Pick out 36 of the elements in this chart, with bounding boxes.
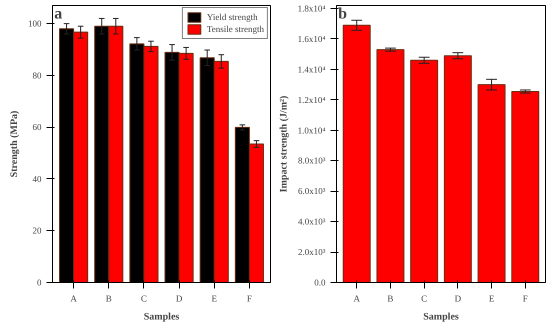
y-tick-label: 100 bbox=[28, 18, 42, 29]
y-tick-label: 60 bbox=[32, 122, 42, 132]
x-tick-label: A bbox=[353, 294, 360, 304]
y-tick-label: 20 bbox=[32, 226, 42, 236]
y-tick-label: 8.0x10³ bbox=[298, 156, 326, 166]
y-tick-label: 0.0 bbox=[314, 278, 326, 288]
x-tick-label: F bbox=[522, 294, 528, 304]
x-tick-label: C bbox=[421, 294, 428, 304]
x-tick-label: A bbox=[70, 294, 78, 304]
y-tick-label: 40 bbox=[32, 174, 42, 184]
y-axis-title: Strength (MPa) bbox=[9, 110, 20, 178]
x-tick-label: E bbox=[211, 294, 218, 304]
x-tick-label: B bbox=[106, 294, 112, 304]
y-tick-label: 1.8x10⁴ bbox=[298, 4, 326, 14]
y-tick-label: 6.0x10³ bbox=[298, 186, 326, 196]
x-tick-label: D bbox=[454, 294, 462, 304]
x-axis-title: Samples bbox=[144, 312, 180, 322]
x-tick-label: C bbox=[140, 294, 147, 304]
y-tick-label: 2.0x10³ bbox=[298, 247, 326, 258]
y-tick-label: 4.0x10³ bbox=[298, 216, 326, 227]
chart-title: b bbox=[338, 6, 348, 22]
x-tick-label: E bbox=[488, 294, 495, 304]
y-tick-label: 1.2x10⁴ bbox=[298, 94, 326, 105]
chart-title: a bbox=[54, 6, 62, 22]
y-axis-title: Impact strength (J/m²) bbox=[278, 96, 290, 192]
x-tick-label: B bbox=[387, 294, 394, 304]
y-tick-label: 1.0x10⁴ bbox=[298, 125, 326, 136]
y-tick-label: 1.4x10⁴ bbox=[298, 64, 326, 74]
legend-label: Yield strength bbox=[206, 12, 258, 22]
legend-label: Tensile strength bbox=[206, 24, 264, 34]
x-axis-title: Samples bbox=[423, 312, 459, 322]
x-tick-label: F bbox=[246, 294, 252, 304]
y-tick-label: 1.6x10⁴ bbox=[298, 34, 326, 44]
y-tick-label: 0 bbox=[37, 278, 42, 288]
y-tick-label: 80 bbox=[32, 70, 42, 80]
x-tick-label: D bbox=[176, 294, 183, 304]
